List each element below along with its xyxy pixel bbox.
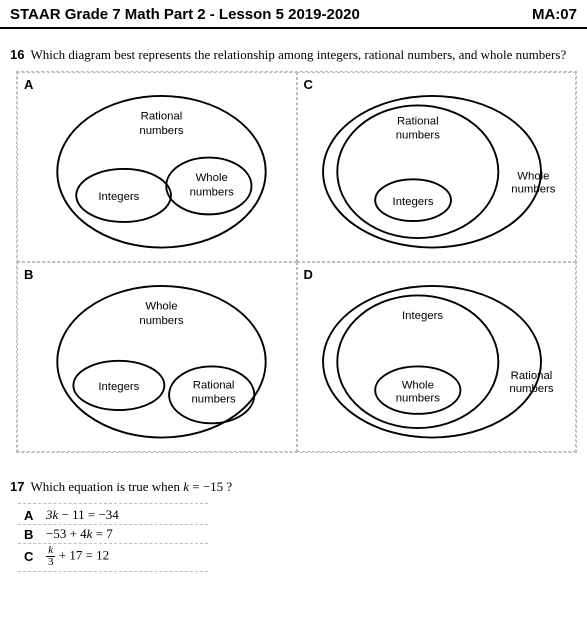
option-B[interactable]: B Whole numbers Rational numbers Integer… — [17, 262, 297, 452]
q17-text-prefix: Which equation is true when — [30, 479, 183, 494]
option-label-D: D — [304, 267, 313, 282]
diagram-D: Integers Rational numbers Whole numbers — [302, 267, 572, 447]
svg-text:Rational: Rational — [141, 111, 183, 123]
q16-number: 16 — [10, 47, 24, 62]
option-C[interactable]: C Rational numbers Whole numbers Integer… — [297, 72, 577, 262]
svg-text:Rational: Rational — [396, 115, 438, 127]
option-A[interactable]: A Rational numbers Whole numbers Integer… — [17, 72, 297, 262]
svg-text:numbers: numbers — [139, 315, 184, 327]
svg-text:Whole: Whole — [196, 172, 228, 184]
q17-letter-A: A — [24, 508, 46, 523]
diagram-C: Rational numbers Whole numbers Integers — [302, 77, 572, 257]
page-header: STAAR Grade 7 Math Part 2 - Lesson 5 201… — [0, 0, 587, 29]
q17-option-B[interactable]: B −53 + 4k = 7 — [18, 525, 208, 544]
option-label-C: C — [304, 77, 313, 92]
svg-text:Integers: Integers — [98, 381, 139, 393]
option-label-B: B — [24, 267, 33, 282]
svg-text:Integers: Integers — [402, 310, 443, 322]
q17-eq: = — [189, 479, 203, 494]
header-code: MA:07 — [532, 6, 577, 23]
question-16: 16 Which diagram best represents the rel… — [0, 29, 587, 461]
svg-text:numbers: numbers — [509, 383, 554, 395]
diagram-A: Rational numbers Whole numbers Integers — [22, 77, 292, 257]
option-label-A: A — [24, 77, 33, 92]
svg-text:Rational: Rational — [193, 379, 235, 391]
diagram-grid: A Rational numbers Whole numbers Integer… — [16, 71, 577, 453]
svg-text:numbers: numbers — [395, 393, 440, 405]
svg-text:numbers: numbers — [191, 393, 236, 405]
q17-option-A[interactable]: A 3k − 11 = −34 — [18, 506, 208, 525]
q17-expr-A: 3k − 11 = −34 — [46, 507, 119, 523]
svg-text:numbers: numbers — [190, 186, 235, 198]
q17-val: −15 ? — [203, 479, 232, 494]
q17-letter-B: B — [24, 527, 46, 542]
q16-prompt: 16 Which diagram best represents the rel… — [10, 47, 577, 63]
q17-expr-C: k3 + 17 = 12 — [46, 545, 109, 568]
q17-options: A 3k − 11 = −34 B −53 + 4k = 7 C k3 + 17… — [18, 503, 208, 572]
svg-text:numbers: numbers — [139, 125, 184, 137]
header-title: STAAR Grade 7 Math Part 2 - Lesson 5 201… — [10, 6, 360, 23]
q16-text: Which diagram best represents the relati… — [30, 47, 566, 62]
q17-number: 17 — [10, 479, 24, 494]
question-17: 17 Which equation is true when k = −15 ?… — [0, 461, 587, 580]
diagram-B: Whole numbers Rational numbers Integers — [22, 267, 292, 447]
svg-text:Whole: Whole — [517, 170, 549, 182]
svg-text:Whole: Whole — [145, 301, 177, 313]
svg-text:Rational: Rational — [510, 370, 552, 382]
q17-letter-C: C — [24, 549, 46, 564]
svg-text:numbers: numbers — [511, 184, 556, 196]
svg-text:Whole: Whole — [401, 379, 433, 391]
svg-text:Integers: Integers — [98, 191, 139, 203]
q17-expr-B: −53 + 4k = 7 — [46, 526, 113, 542]
svg-text:numbers: numbers — [395, 130, 440, 142]
q17-option-C[interactable]: C k3 + 17 = 12 — [18, 544, 208, 569]
svg-text:Integers: Integers — [392, 196, 433, 208]
option-D[interactable]: D Integers Rational numbers Whole number… — [297, 262, 577, 452]
q17-prompt: 17 Which equation is true when k = −15 ? — [10, 479, 577, 495]
